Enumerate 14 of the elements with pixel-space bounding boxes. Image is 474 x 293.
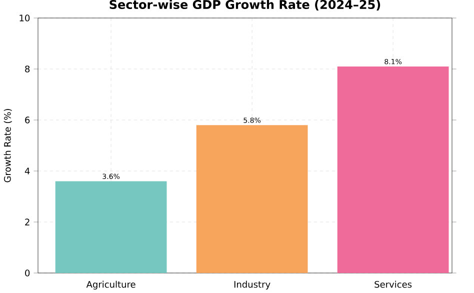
x-tick-label: Agriculture [86,280,136,290]
y-tick-label: 10 [20,14,30,22]
bar [196,125,308,273]
y-tick-label: 6 [25,116,30,124]
chart-title: Sector-wise GDP Growth Rate (2024–25) [110,0,380,10]
y-tick-label: 0 [25,270,30,276]
y-tick-label: 2 [25,218,30,226]
bar [337,66,449,273]
y-axis-title: Growth Rate (%) [4,109,12,182]
y-tick-label: 4 [24,168,30,174]
x-tick-label: Services [374,280,412,288]
y-tick-label: 8 [25,66,30,72]
bar [55,181,167,273]
x-tick-label: Industry [234,280,270,290]
